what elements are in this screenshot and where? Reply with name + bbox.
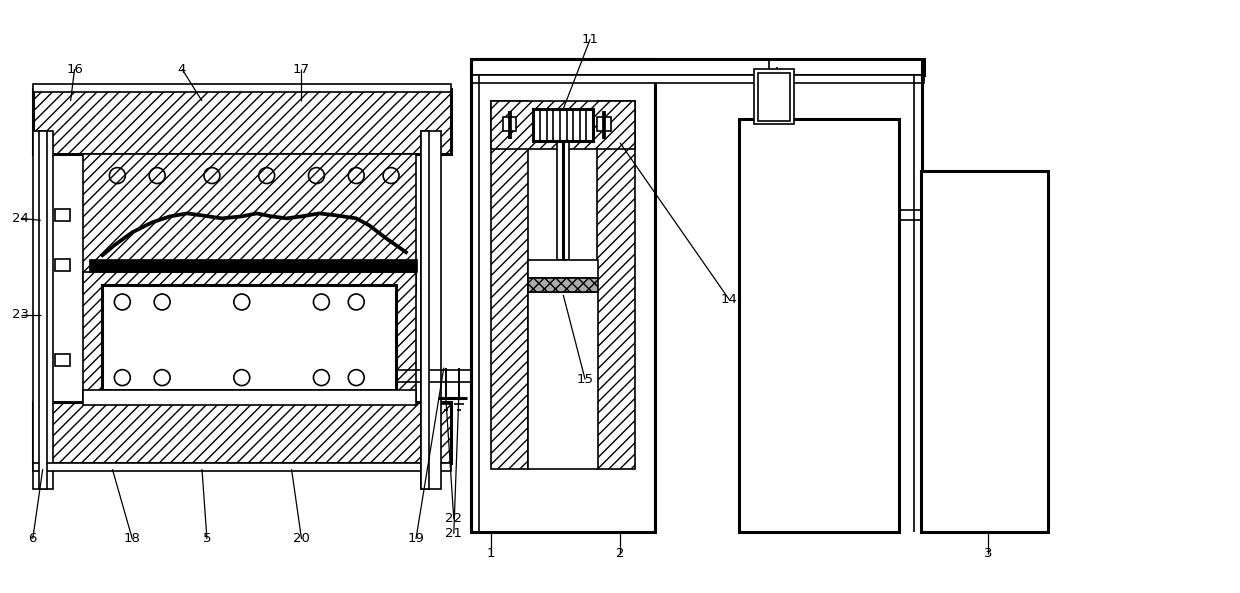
Bar <box>103 285 396 390</box>
Text: 18: 18 <box>124 533 140 546</box>
Bar <box>491 101 528 469</box>
Bar <box>32 131 52 489</box>
Bar <box>55 354 69 366</box>
Bar <box>83 390 415 406</box>
Text: 21: 21 <box>445 527 463 540</box>
Bar <box>557 141 569 260</box>
Text: 6: 6 <box>29 533 37 546</box>
Bar <box>32 84 451 92</box>
Bar <box>471 59 655 532</box>
Bar <box>502 117 517 131</box>
Bar <box>32 401 451 463</box>
Bar <box>32 89 451 154</box>
Bar <box>528 260 598 278</box>
Text: 14: 14 <box>720 294 738 307</box>
Bar <box>55 259 69 271</box>
Text: 19: 19 <box>408 533 424 546</box>
Bar <box>420 131 441 489</box>
Text: 4: 4 <box>177 63 186 75</box>
Bar <box>83 272 415 401</box>
Text: 5: 5 <box>202 533 211 546</box>
Text: 23: 23 <box>12 308 30 321</box>
Bar <box>533 109 593 141</box>
Bar <box>91 260 417 272</box>
Bar <box>32 463 451 471</box>
Text: 11: 11 <box>582 33 599 46</box>
Text: 3: 3 <box>985 547 992 560</box>
Bar <box>38 131 47 489</box>
Bar <box>491 101 635 149</box>
Bar <box>528 278 598 292</box>
Text: 20: 20 <box>293 533 310 546</box>
Bar <box>471 59 924 75</box>
Text: 1: 1 <box>486 547 495 560</box>
Bar <box>598 101 635 469</box>
Bar <box>598 117 611 131</box>
Bar <box>754 69 794 124</box>
Bar <box>739 119 899 532</box>
Text: 16: 16 <box>66 63 83 75</box>
Text: 24: 24 <box>12 212 30 225</box>
Bar <box>920 171 1048 532</box>
Bar <box>471 75 924 83</box>
Text: 15: 15 <box>577 373 594 386</box>
Text: 2: 2 <box>616 547 624 560</box>
Text: 17: 17 <box>293 63 310 75</box>
Bar <box>759 73 790 121</box>
Bar <box>420 131 429 489</box>
Bar <box>528 292 598 469</box>
Bar <box>55 209 69 221</box>
Text: 22: 22 <box>445 512 463 525</box>
Bar <box>83 154 415 293</box>
